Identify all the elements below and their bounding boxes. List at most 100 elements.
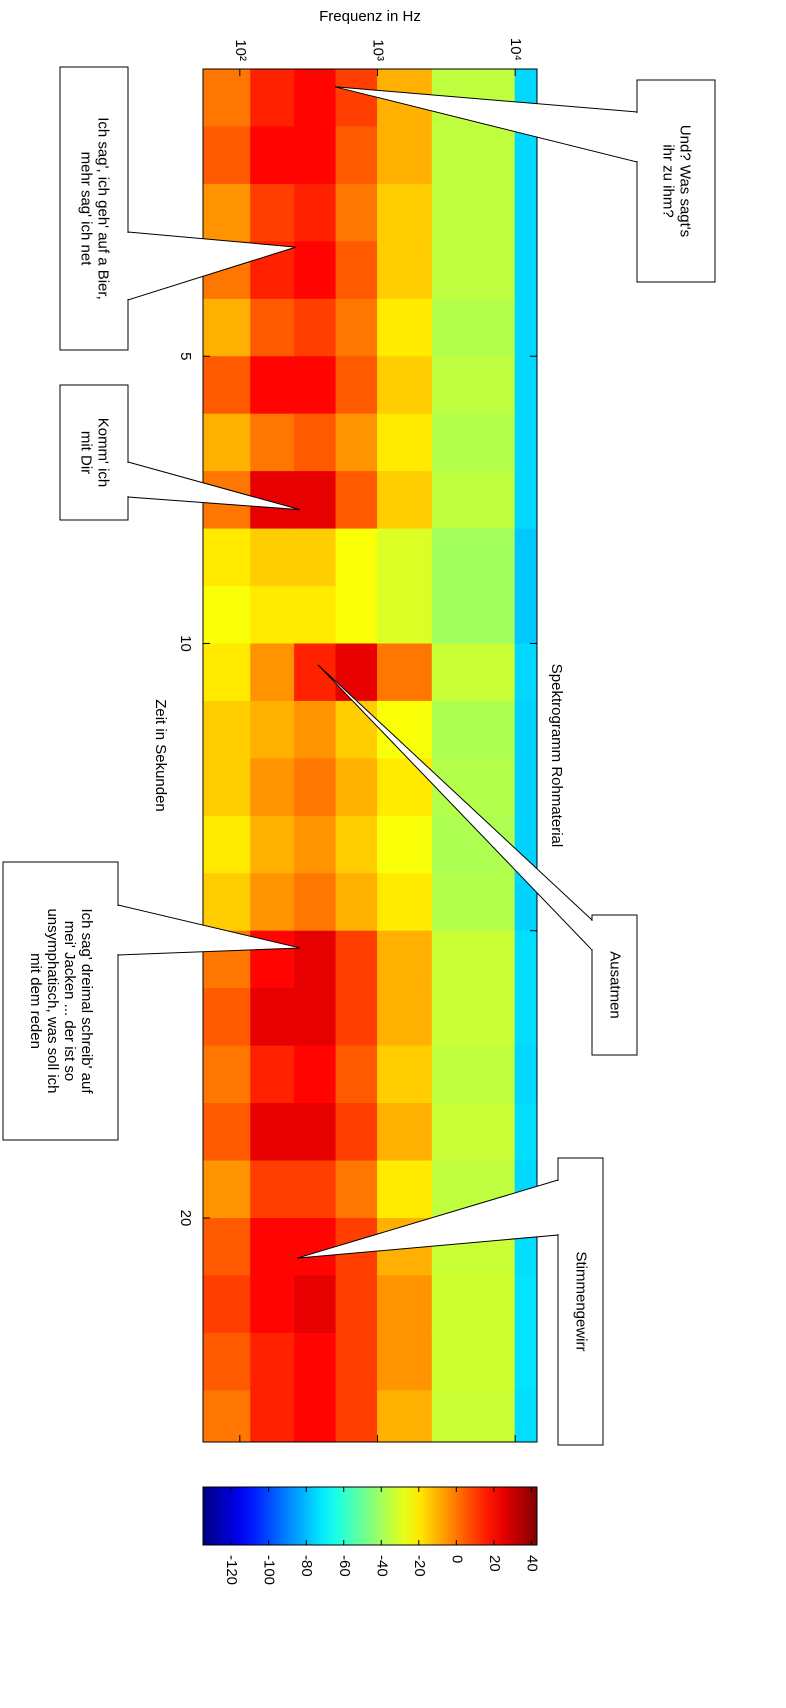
heat-cell [336,1161,378,1219]
heat-cell [294,1161,336,1219]
annotation-text: mit Dir [78,431,95,474]
heat-cell [294,356,336,414]
y-tick-label: 10³ [370,39,387,61]
heat-cell [515,241,537,299]
heat-cell [250,529,294,587]
heat-cell [515,1275,537,1333]
annotation-text: Komm' ich [95,418,112,488]
heat-cell [515,184,537,242]
heat-cell [250,758,294,816]
heat-cell [377,356,432,414]
heat-cell [203,816,251,874]
heat-cell [203,1103,251,1161]
heat-cell [432,126,515,184]
heat-cell [203,356,251,414]
colorbar-tick-label: 0 [448,1555,465,1563]
heat-cell [294,414,336,472]
heat-cell [336,471,378,529]
heat-cell [515,1103,537,1161]
heat-cell [336,816,378,874]
heat-cell [203,643,251,701]
heat-cell [203,758,251,816]
heat-cell [203,1161,251,1219]
heat-cell [203,873,251,931]
heat-cell [294,241,336,299]
heat-cell [515,1333,537,1391]
heat-cell [203,69,251,127]
heat-cell [294,1046,336,1104]
heat-cell [336,1390,378,1442]
heat-cell [336,1046,378,1104]
heat-cell [250,299,294,357]
heat-cell [377,816,432,874]
heat-cell [432,988,515,1046]
annotation-text: Ich sag' dreimal schreib' auf [78,909,95,1095]
heat-cell [432,701,515,759]
heat-cell [294,988,336,1046]
heat-cell [432,1046,515,1104]
heat-cell [250,586,294,644]
heat-cell [250,356,294,414]
annotation-text: mit dem reden [27,953,44,1049]
heat-cell [294,1218,336,1276]
colorbar-tick-label: -40 [373,1555,390,1577]
heat-cell [250,701,294,759]
rotated-figure: 510152010²10³10⁴Spektrogramm Rohmaterial… [3,8,715,1585]
heat-cell [203,414,251,472]
heat-cell [515,643,537,701]
heat-cell [336,643,378,701]
heat-cell [336,414,378,472]
heat-cell [294,931,336,989]
colorbar-tick-label: -20 [411,1555,428,1577]
heat-cell [432,1333,515,1391]
heat-cell [336,1275,378,1333]
y-tick-label: 10² [232,39,249,61]
heat-cell [377,1103,432,1161]
heat-cell [203,1333,251,1391]
heat-cell [377,184,432,242]
heat-cell [203,1218,251,1276]
x-tick-label: 10 [177,635,194,652]
colorbar-tick-label: -80 [298,1555,315,1577]
heat-cell [515,701,537,759]
heat-cell [294,758,336,816]
heat-cell [432,299,515,357]
heat-cell [515,414,537,472]
x-axis-label: Zeit in Sekunden [152,699,169,812]
chart: 510152010²10³10⁴Spektrogramm Rohmaterial… [0,0,786,1708]
heat-cell [377,643,432,701]
heat-cell [203,184,251,242]
heat-cell [432,529,515,587]
heat-cell [336,701,378,759]
colorbar-tick-label: -60 [336,1555,353,1577]
annotation-text: Ich sag', ich geh' auf a Bier, [95,117,112,300]
heat-cell [336,758,378,816]
heat-cell [250,643,294,701]
heat-cell [250,69,294,127]
heat-cell [250,816,294,874]
colorbar-tick-label: -100 [261,1555,278,1585]
annotation-text: mei' Jacken ... der ist so [61,921,78,1081]
heat-cell [203,1390,251,1442]
heat-cell [377,529,432,587]
heat-cell [377,471,432,529]
heat-cell [203,1275,251,1333]
heat-cell [377,126,432,184]
heat-cell [294,471,336,529]
heat-cell [294,873,336,931]
heat-cell [250,414,294,472]
heat-cell [377,1390,432,1442]
heat-cell [294,1103,336,1161]
heat-cell [294,816,336,874]
chart-title: Spektrogramm Rohmaterial [548,664,565,847]
heat-cell [294,184,336,242]
heat-cell [432,241,515,299]
heat-cell [294,643,336,701]
heat-cell [203,988,251,1046]
heat-cell [336,988,378,1046]
heat-cell [203,701,251,759]
heat-cell [203,586,251,644]
heat-cell [336,1103,378,1161]
heat-cell [336,241,378,299]
heat-cell [336,184,378,242]
